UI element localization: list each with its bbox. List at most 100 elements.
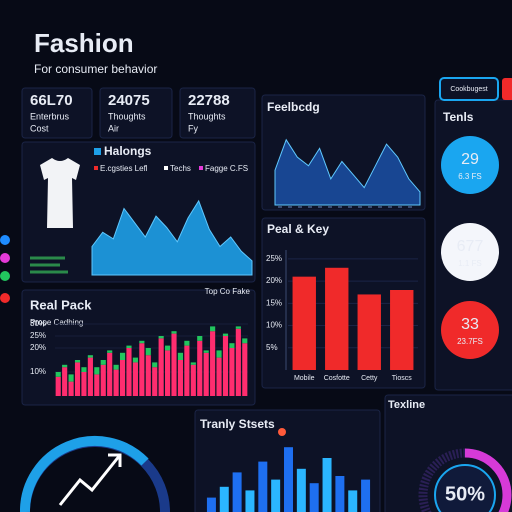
kpi-label: Thoughts: [188, 111, 226, 121]
panel-title: Peal & Key: [267, 222, 329, 236]
legend-label: Techs: [170, 164, 191, 173]
bar-segment: [119, 352, 126, 360]
bar-segment: [152, 367, 158, 396]
bar-segment: [107, 350, 113, 353]
button-label: Cookbugest: [450, 86, 487, 93]
side-dot[interactable]: [0, 253, 10, 263]
stat-label: 23.7FS: [457, 337, 483, 346]
bar-segment: [235, 326, 241, 329]
bar-segment: [184, 345, 190, 396]
legend-label: Fagge C.FS: [205, 164, 248, 173]
bar-segment: [132, 362, 138, 396]
bar-segment: [165, 345, 171, 351]
legend-label: E.cgsties Lefl: [100, 164, 148, 173]
stat-circle: [441, 136, 499, 194]
panel-subtitle: Prope Cadhing: [30, 318, 83, 327]
axis-tick: [398, 206, 402, 208]
side-dot[interactable]: [0, 271, 10, 281]
bar-segment: [242, 343, 248, 396]
y-tick-label: 10%: [266, 321, 282, 330]
bar-segment: [132, 357, 138, 363]
bar-segment: [177, 360, 184, 396]
x-tick-label: Cetty: [361, 375, 378, 382]
panel-title: Texline: [388, 399, 425, 411]
kpi-value: 22788: [188, 92, 230, 109]
bar-segment: [68, 374, 74, 382]
bar: [206, 497, 216, 512]
glow-dot: [278, 428, 286, 436]
x-tick-label: Mobile: [294, 375, 315, 382]
bar-segment: [145, 348, 151, 356]
kpi-card: [99, 87, 173, 139]
bar: [309, 483, 319, 512]
bar-segment: [203, 352, 209, 396]
kpi-sub: Air: [108, 123, 119, 133]
area: [274, 138, 421, 206]
gauge-ring-fill: [19, 435, 149, 512]
bar-segment: [242, 338, 248, 344]
bar-segment: [62, 367, 68, 396]
sidebar-title: Tenls: [443, 110, 474, 124]
bar-segment: [197, 340, 203, 396]
axis-tick: [328, 206, 332, 208]
axis-tick: [408, 206, 412, 208]
legend-swatch: [164, 166, 168, 170]
bar-segment: [177, 352, 184, 360]
bar: [232, 472, 242, 512]
bar-segment: [229, 348, 235, 396]
kpi-value: 24075: [108, 92, 150, 109]
legend-swatch: [94, 166, 98, 170]
shirt-image: [40, 158, 80, 228]
bar-segment: [190, 362, 196, 365]
bar: [296, 468, 306, 512]
stat-circle: [441, 223, 499, 281]
y-tick-label: 25%: [30, 331, 46, 340]
bar-segment: [145, 355, 151, 396]
alert-badge[interactable]: [502, 78, 512, 100]
bar-segment: [210, 326, 216, 332]
bar: [284, 447, 293, 512]
kpi-card: [179, 87, 256, 139]
axis-tick: [378, 206, 382, 208]
bar-segment: [107, 352, 113, 396]
bar: [325, 267, 349, 370]
bar: [348, 490, 358, 512]
y-tick-label: 30%: [30, 319, 46, 328]
bar-segment: [94, 374, 100, 396]
bar-segment: [100, 364, 106, 396]
bar-segment: [216, 357, 222, 396]
stat-label: 1.1 FS: [458, 259, 482, 268]
area: [91, 199, 253, 276]
bar-segment: [94, 367, 100, 375]
title-swatch: [94, 148, 101, 155]
bar-segment: [139, 340, 145, 344]
bar-segment: [126, 348, 132, 396]
axis-tick: [278, 206, 282, 208]
legend-swatch: [199, 166, 203, 170]
axis-tick: [348, 206, 352, 208]
kpi-label: Enterbrus: [30, 111, 70, 121]
side-dot[interactable]: [0, 235, 10, 245]
app-title: Fashion: [34, 28, 134, 58]
bar-segment: [119, 360, 126, 396]
bar-segment: [126, 345, 132, 348]
bar-segment: [222, 333, 229, 336]
bar-segment: [235, 328, 241, 396]
stat-value: 33: [461, 316, 479, 333]
bar-segment: [171, 333, 177, 396]
side-dot[interactable]: [0, 293, 10, 303]
bar: [322, 458, 332, 512]
sidebar-button[interactable]: [439, 77, 499, 101]
bar: [271, 479, 281, 512]
panel-title: Feelbcdg: [267, 100, 320, 114]
axis-tick: [308, 206, 312, 208]
stat-label: 6.3 FS: [458, 172, 482, 181]
bar-segment: [55, 376, 61, 396]
bar-segment: [197, 336, 203, 341]
axis-tick: [368, 206, 372, 208]
axis-tick: [388, 206, 392, 208]
bar-segment: [55, 372, 61, 377]
kpi-value: 66L70: [30, 92, 73, 109]
gauge-fill: [418, 448, 512, 512]
